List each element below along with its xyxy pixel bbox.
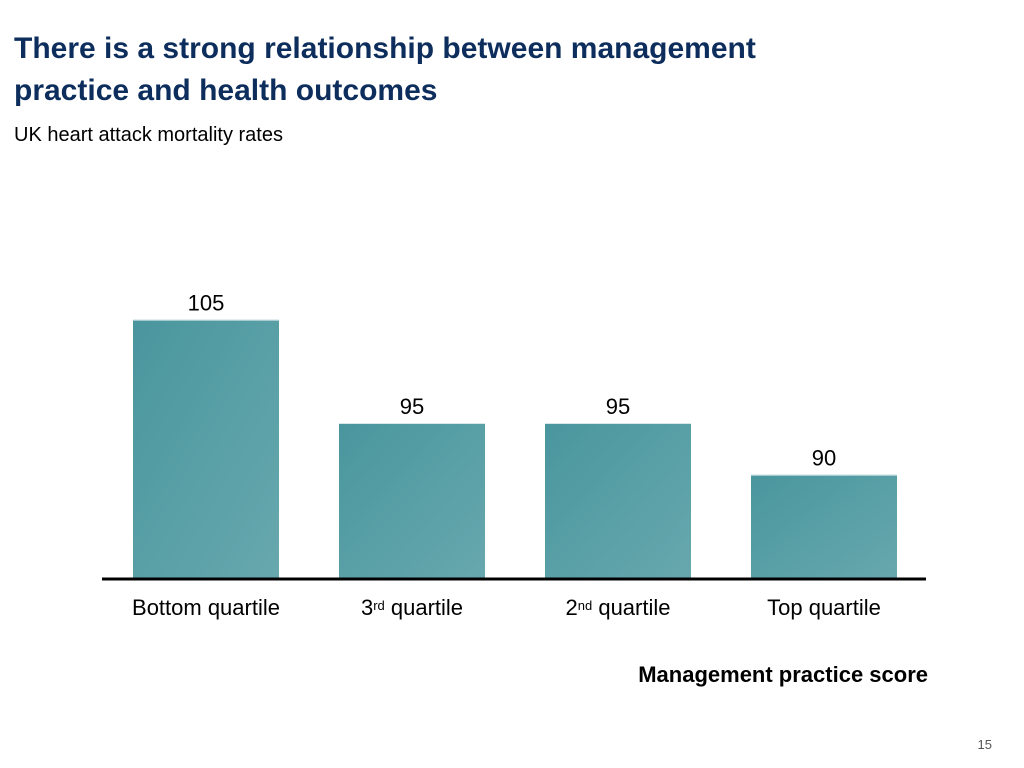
chart-subtitle: UK heart attack mortality rates (14, 124, 283, 146)
page-title: There is a strong relationship between m… (14, 28, 974, 112)
data-label-bottom-quartile: 105 (188, 291, 225, 316)
data-label-2nd-quartile: 95 (606, 394, 630, 419)
bar-chart: 105 95 95 90 (102, 291, 926, 581)
title-line-1: There is a strong relationship between m… (14, 32, 756, 65)
data-label-top-quartile: 90 (812, 446, 836, 471)
category-label-top-quartile: Top quartile (767, 595, 881, 620)
bar-3rd-quartile (339, 423, 485, 578)
page-number: 15 (977, 737, 992, 752)
category-label-bottom-quartile: Bottom quartile (132, 595, 280, 620)
bar-bottom-quartile (133, 319, 279, 578)
bar-2nd-quartile (545, 423, 691, 578)
x-axis-title: Management practice score (638, 662, 928, 687)
data-label-3rd-quartile: 95 (400, 394, 424, 419)
category-label-2nd-quartile: 2nd quartile (565, 595, 671, 620)
category-label-3rd-quartile: 3rd quartile (360, 595, 464, 620)
title-line-2: practice and health outcomes (14, 74, 438, 107)
bar-top-quartile (751, 474, 897, 578)
